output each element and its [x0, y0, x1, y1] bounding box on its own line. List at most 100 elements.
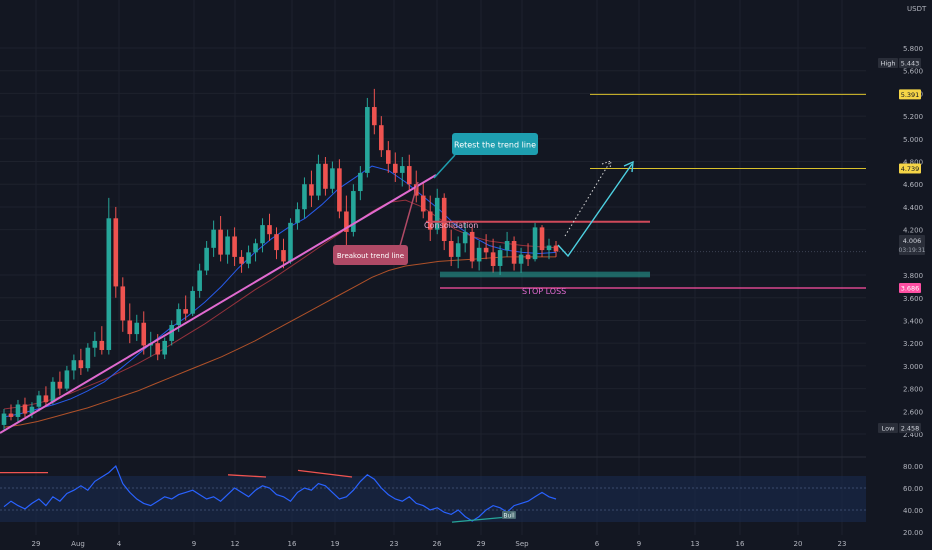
time-tick-label: 29: [32, 540, 41, 548]
candle-body: [267, 225, 272, 235]
candle-body: [253, 243, 258, 253]
candle-body: [43, 395, 49, 403]
target-2-tag-value: 5.391: [901, 91, 920, 99]
price-axis[interactable]: USDT 5.8005.6005.4005.2005.0004.8004.600…: [878, 5, 927, 439]
candle-body: [8, 413, 14, 417]
candle-body: [106, 218, 112, 350]
stop-tag-value-bg: [899, 283, 921, 294]
candle-body: [427, 211, 433, 230]
candle-body: [323, 163, 328, 189]
candle-body: [490, 252, 496, 266]
price-tick-label: 2.800: [903, 386, 923, 394]
candle-body: [455, 243, 461, 257]
target-1-tag-value-bg: [899, 163, 921, 174]
price-tick-label: 3.600: [903, 295, 923, 303]
currency-label: USDT: [907, 5, 927, 13]
high-tag: High 5.443: [878, 58, 921, 68]
candle-body: [448, 241, 454, 257]
price-tick-label: 3.200: [903, 340, 923, 348]
high-tag-label: High: [881, 60, 896, 68]
candle-body: [441, 197, 447, 241]
consolidation-label: Consolidation: [424, 221, 478, 230]
time-tick-label: 19: [331, 540, 340, 548]
price-tick-label: 3.000: [903, 363, 923, 371]
candle-body: [78, 360, 84, 369]
time-tick-label: Aug: [71, 540, 85, 548]
current-price-value: 4.006: [903, 237, 922, 245]
stop-tag-value: 3.686: [901, 285, 920, 293]
candle-body: [309, 184, 314, 196]
time-tick-label: 9: [192, 540, 196, 548]
price-tick-label: 4.800: [903, 159, 923, 167]
trend-line[interactable]: [0, 174, 437, 434]
candle-body: [330, 168, 335, 189]
candle-body: [553, 245, 559, 252]
rsi-divergence-3: [297, 469, 353, 478]
candle-body: [113, 218, 119, 287]
grid: [0, 0, 866, 535]
candle-body: [29, 406, 35, 414]
candle-body: [372, 107, 377, 126]
candle-body: [162, 340, 168, 355]
candle-body: [183, 309, 188, 314]
candles: [1, 88, 559, 430]
time-tick-label: 6: [595, 540, 600, 548]
stop-loss-label: STOP LOSS: [522, 287, 566, 296]
ma-slow-line: [3, 256, 556, 428]
candle-body: [127, 320, 133, 335]
candle-body: [316, 163, 321, 196]
low-tag-label: Low: [882, 425, 895, 433]
candle-body: [190, 290, 195, 314]
breakout-text: Breakout trend line: [337, 252, 404, 260]
retest-callout[interactable]: Retest the trend line: [433, 133, 538, 179]
candle-body: [15, 404, 21, 417]
candle-body: [197, 270, 202, 291]
stop-tag: 3.686: [899, 283, 921, 294]
low-tag-label-bg: [878, 423, 898, 433]
candle-body: [379, 125, 384, 151]
candle-body: [344, 211, 349, 232]
time-axis[interactable]: 29 Aug 4 9 12 16 19 23 26 29 Sep 6 9 13 16 20 23: [32, 540, 847, 548]
price-tick-label: 3.400: [903, 317, 923, 325]
candle-body: [386, 150, 391, 164]
candle-body: [169, 325, 174, 341]
time-tick-label: 13: [691, 540, 700, 548]
support-zone[interactable]: [440, 271, 650, 278]
candle-body: [92, 340, 98, 348]
candle-body: [525, 254, 531, 260]
projection-arrow-head: [623, 160, 634, 173]
candle-body: [36, 395, 42, 407]
low-tag-value-bg: [899, 423, 921, 433]
high-tag-value: 5.443: [901, 60, 920, 68]
candle-body: [85, 347, 91, 369]
breakout-callout[interactable]: Breakout trend line: [333, 181, 419, 265]
candle-body: [155, 343, 161, 355]
low-tag: Low 2.458: [878, 423, 921, 433]
projection-arrow: [557, 163, 633, 258]
rsi-tick-label: 40.00: [903, 507, 923, 515]
price-tick-label: 4.600: [903, 181, 923, 189]
candle-body: [392, 163, 398, 173]
rsi-axis[interactable]: 80.00 60.00 40.00 20.00: [903, 463, 923, 537]
candle-body: [399, 166, 405, 173]
high-tag-label-bg: [878, 58, 898, 68]
target-1-tag: 4.739: [899, 163, 921, 174]
candle-body: [218, 229, 223, 255]
time-tick-label: 12: [231, 540, 240, 548]
candle-body: [71, 360, 77, 371]
candle-body: [225, 236, 230, 255]
time-tick-label: 23: [390, 540, 399, 548]
time-tick-label: 16: [736, 540, 745, 548]
ma-fast-line: [3, 165, 557, 418]
price-tick-label: 4.200: [903, 227, 923, 235]
candle-body: [497, 250, 503, 266]
candle-body: [511, 241, 517, 264]
time-tick-label: 4: [117, 540, 122, 548]
time-tick-label: 9: [637, 540, 641, 548]
target-2-tag-value-bg: [899, 89, 921, 100]
candle-body: [476, 247, 482, 262]
rsi-divergence-2: [227, 474, 267, 478]
retest-text: Retest the trend line: [454, 141, 536, 150]
candle-body: [337, 168, 342, 212]
